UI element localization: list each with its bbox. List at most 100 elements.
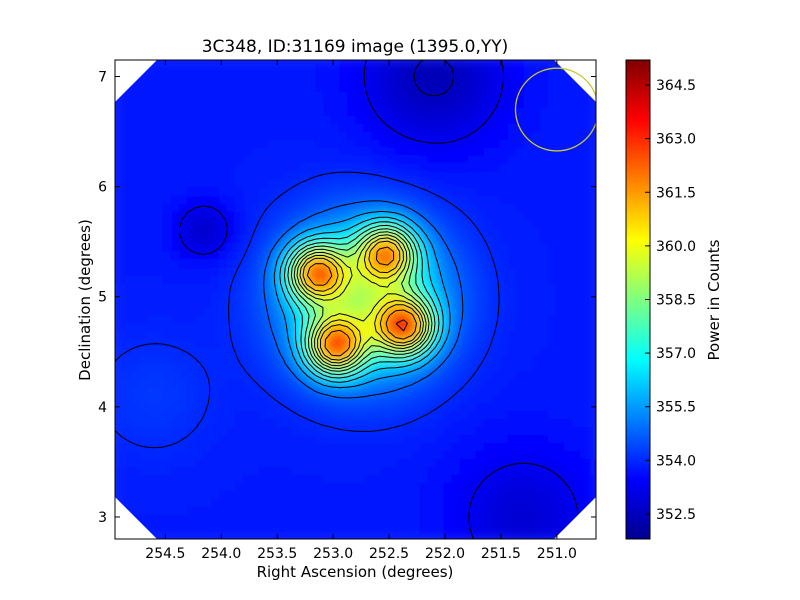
heatmap-cell <box>523 339 533 348</box>
heatmap-cell <box>507 123 517 133</box>
heatmap-cell <box>139 123 148 133</box>
heatmap-cell <box>347 323 357 333</box>
heatmap-cell <box>259 107 268 117</box>
heatmap-cell <box>499 443 509 452</box>
heatmap-cell <box>275 379 284 388</box>
heatmap-cell <box>507 371 517 380</box>
heatmap-cell <box>203 339 212 348</box>
heatmap-cell <box>539 363 549 372</box>
heatmap-cell <box>379 443 389 452</box>
heatmap-cell <box>363 467 373 476</box>
heatmap-cell <box>259 411 268 420</box>
heatmap-cell <box>123 131 132 141</box>
heatmap-cell <box>531 163 541 173</box>
heatmap-cell <box>171 339 180 348</box>
heatmap-cell <box>563 123 573 133</box>
heatmap-cell <box>203 203 212 213</box>
heatmap-cell <box>467 203 477 213</box>
heatmap-cell <box>251 299 260 309</box>
heatmap-cell <box>179 371 188 380</box>
heatmap-cell <box>219 259 228 269</box>
heatmap-cell <box>307 531 317 539</box>
heatmap-cell <box>123 259 132 269</box>
heatmap-cell <box>403 91 413 101</box>
heatmap-cell <box>555 355 565 364</box>
heatmap-cell <box>491 411 501 420</box>
heatmap-cell <box>435 419 445 428</box>
heatmap-cell <box>131 307 140 317</box>
heatmap-cell <box>139 371 148 380</box>
colorbar-tick-label: 361.5 <box>656 185 696 201</box>
heatmap-cell <box>395 387 405 396</box>
heatmap-cell <box>307 115 317 125</box>
heatmap-cell <box>147 219 156 229</box>
heatmap-cell <box>467 227 477 237</box>
heatmap-cell <box>147 483 156 492</box>
heatmap-cell <box>515 363 525 372</box>
heatmap-cell <box>411 523 421 532</box>
heatmap-cell <box>339 411 349 420</box>
heatmap-cell <box>355 195 365 205</box>
heatmap-cell <box>587 307 596 317</box>
heatmap-cell <box>211 507 220 516</box>
heatmap-cell <box>347 515 357 524</box>
heatmap-cell <box>547 147 557 157</box>
heatmap-cell <box>227 315 236 325</box>
heatmap-cell <box>547 363 557 372</box>
heatmap-cell <box>259 299 268 309</box>
heatmap-cell <box>355 147 365 157</box>
heatmap-cell <box>587 99 596 109</box>
heatmap-cell <box>307 123 317 133</box>
heatmap-cell <box>411 155 421 165</box>
heatmap-cell <box>427 235 437 245</box>
heatmap-cell <box>219 379 228 388</box>
heatmap-cell <box>459 331 469 341</box>
heatmap-cell <box>251 195 260 205</box>
heatmap-cell <box>451 379 461 388</box>
contour-line <box>273 210 451 389</box>
heatmap-cell <box>587 123 596 133</box>
heatmap-cell <box>419 75 429 85</box>
heatmap-cell <box>379 187 389 197</box>
heatmap-cell <box>171 139 180 149</box>
heatmap-cell <box>171 203 180 213</box>
heatmap-cell <box>587 387 596 396</box>
heatmap-cell <box>331 331 341 341</box>
heatmap-cell <box>211 435 220 444</box>
heatmap-cell <box>339 91 349 101</box>
heatmap-cell <box>219 299 228 309</box>
heatmap-cell <box>115 387 124 396</box>
heatmap-cell <box>211 323 220 333</box>
heatmap-cell <box>299 99 308 109</box>
heatmap-cell <box>211 339 220 348</box>
heatmap-cell <box>195 179 204 189</box>
heatmap-cell <box>419 139 429 149</box>
heatmap-cell <box>515 379 525 388</box>
heatmap-cell <box>275 387 284 396</box>
heatmap-cell <box>587 491 596 500</box>
heatmap-cell <box>123 107 132 117</box>
heatmap-cell <box>299 483 308 492</box>
heatmap-cell <box>179 459 188 468</box>
heatmap-cell <box>331 107 341 117</box>
heatmap-cell <box>259 315 268 325</box>
heatmap-cell <box>499 163 509 173</box>
heatmap-cell <box>179 75 188 85</box>
heatmap-cell <box>291 107 300 117</box>
heatmap-cell <box>315 491 325 500</box>
heatmap-cell <box>251 475 260 484</box>
heatmap-cell <box>523 483 533 492</box>
heatmap-cell <box>443 235 453 245</box>
heatmap-cell <box>395 195 405 205</box>
heatmap-cell <box>163 147 172 157</box>
heatmap-cell <box>443 283 453 293</box>
heatmap-cell <box>131 187 140 197</box>
heatmap-cell <box>291 99 300 109</box>
heatmap-cell <box>339 355 349 364</box>
heatmap-cell <box>203 459 212 468</box>
heatmap-cell <box>139 443 148 452</box>
heatmap-cell <box>163 243 172 253</box>
heatmap-cell <box>339 435 349 444</box>
heatmap-cell <box>451 491 461 500</box>
heatmap-cell <box>339 75 349 85</box>
